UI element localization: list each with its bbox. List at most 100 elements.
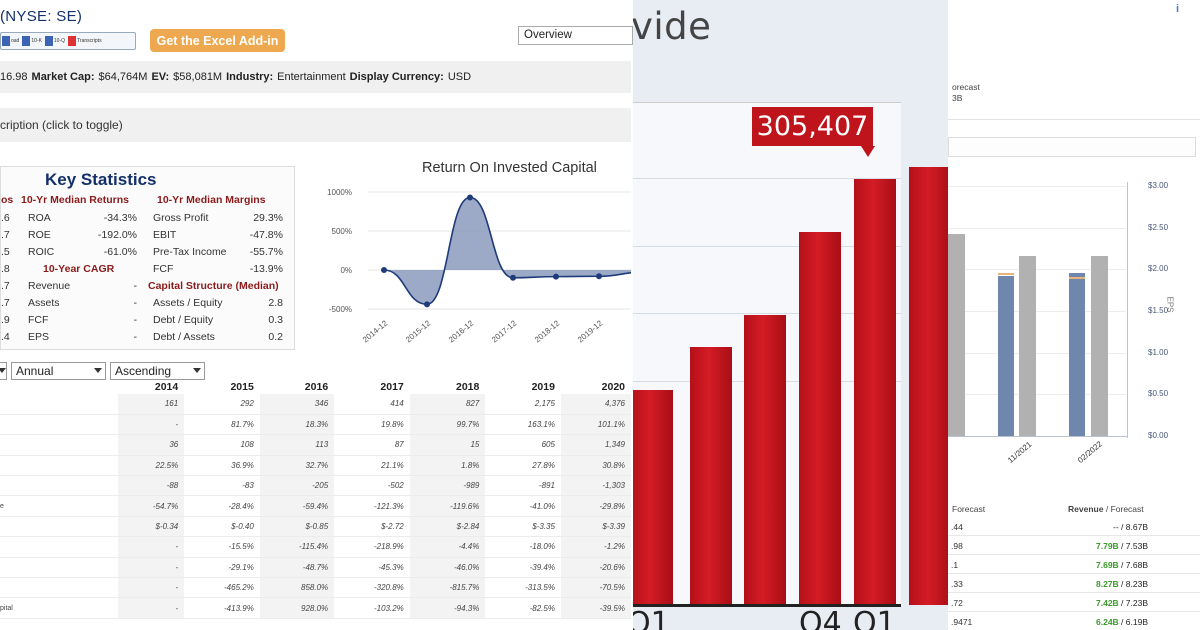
statement-select[interactable]	[0, 362, 7, 380]
table-cell: -	[118, 597, 185, 619]
gross-profit-label: Gross Profit	[153, 212, 209, 224]
year-header[interactable]: 2016	[304, 381, 329, 393]
y-tick-label: $3.00	[1148, 181, 1169, 190]
roic-point[interactable]	[510, 274, 516, 281]
ticker-symbol: (NYSE: SE)	[0, 8, 83, 25]
table-row: pital - -413.9% 928.0% -103.2% -94.3% -82.5% -3…	[0, 597, 631, 619]
table-cell: -88	[118, 475, 185, 497]
roic-point[interactable]	[381, 267, 387, 273]
table-cell: 163.1%	[485, 414, 561, 436]
bar[interactable]	[744, 315, 786, 605]
filing-button-10q[interactable]: 10-Q	[44, 36, 65, 46]
roic-point[interactable]	[467, 194, 473, 201]
revenue-forecast: 6.19B	[1125, 617, 1148, 627]
table-cell: 101.1%	[560, 414, 631, 436]
filter-bar[interactable]	[948, 137, 1196, 157]
forecast-marker	[998, 272, 1014, 275]
col0-value: .4	[1, 331, 10, 343]
table-row: e -54.7% -28.4% -59.4% -121.3% -119.6% -41.0% -…	[0, 495, 631, 517]
x-axis-label: Q1	[633, 606, 670, 630]
table-cell: 292	[184, 394, 260, 415]
table-cell: $-0.85	[259, 516, 335, 538]
x-axis-label: Q1	[853, 606, 896, 630]
cagr-assets-label: Assets	[28, 297, 60, 309]
roic-point[interactable]	[424, 301, 430, 308]
table-cell: 81.7%	[184, 414, 260, 436]
cagr-fcf-label: FCF	[28, 314, 49, 326]
key-statistics-box: Key Statistics os 10-Yr Median Returns 1…	[0, 166, 295, 350]
revenue-cell: 7.42B / 7.23B	[1096, 598, 1148, 608]
year-header[interactable]: 2014	[154, 381, 179, 393]
eps-forecast-bar[interactable]	[1091, 256, 1108, 436]
left-panel-stock-summary: (NYSE: SE) oad 10-K 10-Q Transcripts Get…	[0, 8, 633, 619]
filing-button-transcripts[interactable]: Transcripts	[68, 36, 102, 46]
eps-value: .33	[951, 579, 963, 589]
period-select[interactable]: Annual	[11, 362, 106, 380]
industry-label: Industry:	[226, 71, 274, 83]
x-axis-line	[948, 436, 1128, 437]
col0-value: .7	[1, 297, 10, 309]
table-cell: $-3.39	[560, 516, 631, 538]
filing-button-10k[interactable]: 10-K	[22, 36, 42, 46]
year-header[interactable]: 2020	[601, 381, 625, 393]
roe-label: ROE	[28, 229, 51, 241]
roic-label: ROIC	[28, 246, 55, 258]
info-icon[interactable]: i	[1176, 3, 1180, 15]
roic-point[interactable]	[553, 273, 559, 280]
revenue-cell: -- / 8.67B	[1113, 522, 1148, 532]
eps-value: .1	[951, 560, 959, 570]
middle-panel-bar-chart: vide 305,407 Q1 Q4 Q1	[633, 0, 948, 630]
col0-value: .5	[1, 246, 10, 258]
bar[interactable]	[909, 167, 948, 605]
debt-assets-label: Debt / Assets	[153, 331, 215, 343]
table-cell: -	[118, 557, 185, 579]
revenue-actual: 7.69B	[1096, 560, 1119, 570]
table-cell: 346	[259, 394, 335, 415]
table-row: .98 7.79B / 7.53B	[948, 536, 1200, 555]
table-cell: -54.7%	[118, 495, 185, 517]
bar[interactable]	[799, 232, 841, 605]
fcf-margin-value: -13.9%	[249, 263, 283, 275]
bar[interactable]	[854, 179, 896, 605]
order-select[interactable]: Ascending	[110, 362, 205, 380]
industry-value: Entertainment	[277, 71, 346, 83]
roic-chart: 1000% 500% 0% -500% 2014-12 2015-12 2016-12 201…	[327, 188, 631, 344]
table-cell: -41.0%	[485, 495, 561, 517]
table-cell: 605	[485, 434, 561, 456]
description-toggle[interactable]: cription (click to toggle)	[0, 108, 631, 142]
debt-assets-value: 0.2	[268, 331, 283, 343]
cagr-head: 10-Year CAGR	[43, 263, 115, 275]
bar[interactable]	[633, 389, 673, 605]
table-cell: 36.9%	[184, 455, 260, 477]
eps-forecast-bar[interactable]	[948, 234, 965, 436]
table-cell: -119.6%	[409, 495, 486, 517]
x-tick-label: 2014-12	[361, 318, 390, 344]
y-tick-label: $0.00	[1148, 431, 1169, 440]
eps-value: .98	[951, 541, 963, 551]
table-cell: -	[118, 577, 185, 599]
table-cell: $-2.84	[409, 516, 486, 538]
excel-addin-button[interactable]: Get the Excel Add-in	[150, 29, 285, 52]
year-header[interactable]: 2018	[455, 381, 480, 393]
view-select[interactable]: Overview	[518, 26, 633, 45]
year-header[interactable]: 2019	[531, 381, 555, 393]
roic-point[interactable]	[596, 273, 602, 280]
table-cell: -15.5%	[184, 536, 260, 558]
year-header[interactable]: 2017	[380, 381, 404, 393]
eps-actual-bar[interactable]	[998, 276, 1014, 436]
year-header[interactable]: 2015	[230, 381, 254, 393]
financials-table: 2014 2015 2016 2017 2018 2019 2020 161 292 346 414…	[0, 380, 631, 619]
table-cell: -1,303	[560, 475, 631, 497]
eps-actual-bar[interactable]	[1069, 272, 1085, 436]
roic-chart-title: Return On Invested Capital	[422, 160, 597, 176]
eps-forecast-bar[interactable]	[1019, 256, 1036, 436]
bar[interactable]	[690, 346, 732, 605]
filing-button-oad[interactable]: oad	[2, 36, 19, 46]
revenue-actual: 7.42B	[1096, 598, 1119, 608]
row-label	[0, 516, 118, 538]
pretax-income-label: Pre-Tax Income	[153, 246, 227, 258]
table-cell: -	[118, 414, 185, 436]
revenue-forecast: 7.53B	[1125, 541, 1148, 551]
table-cell: 87	[334, 434, 410, 456]
row-label	[0, 455, 118, 477]
